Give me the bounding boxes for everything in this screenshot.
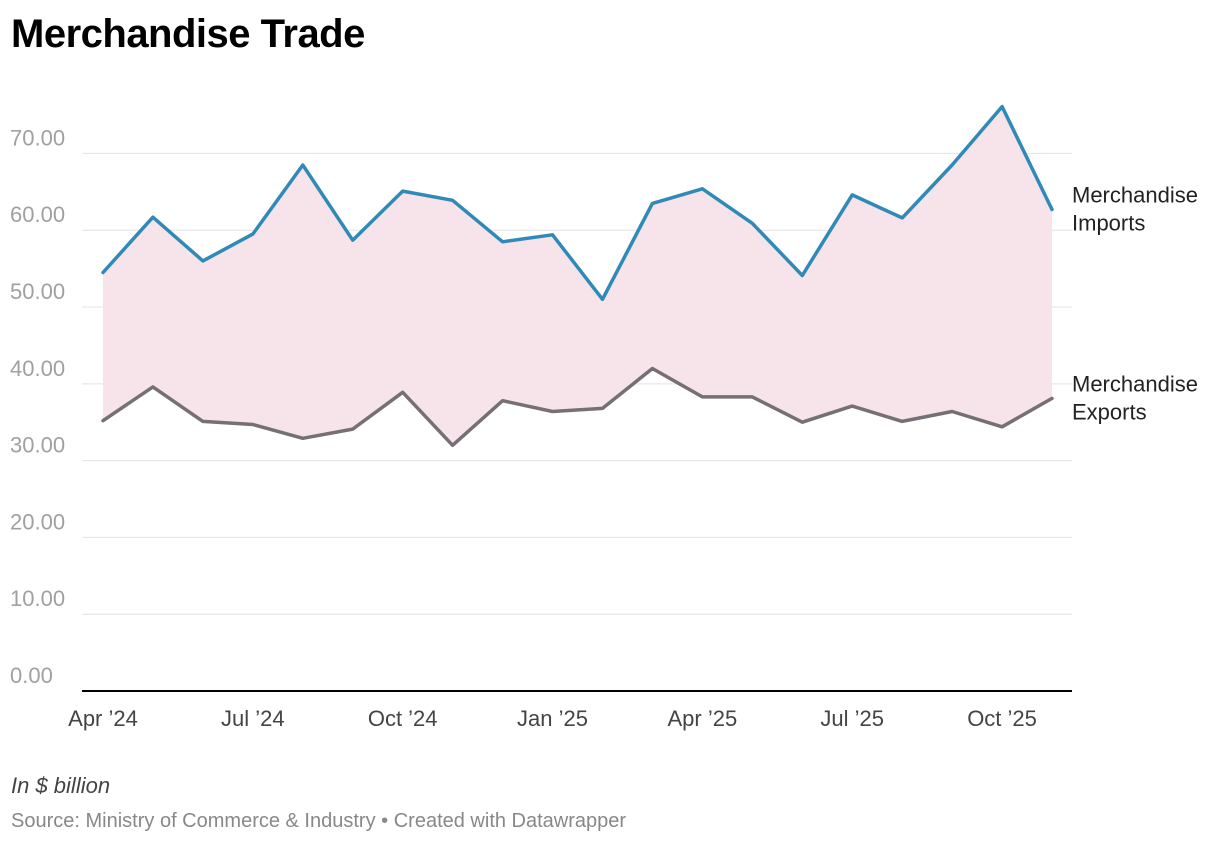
x-tick-label: Oct ’24 [368,706,438,731]
series-lines [101,104,1054,448]
source-separator: • [381,810,389,832]
y-tick-label: 70.00 [10,125,65,150]
y-tick-label: 0.00 [10,663,53,688]
exports-series-label: Merchandise Exports [1072,371,1198,424]
imports-series-label: Merchandise Imports [1072,182,1198,235]
source-label: Source: [11,810,80,832]
x-tick-label: Apr ’24 [68,706,138,731]
x-tick-label: Jul ’25 [820,706,884,731]
series-label-line: Merchandise [1072,182,1198,207]
x-tick-label: Oct ’25 [967,706,1037,731]
x-axis-ticks: Apr ’24 Jul ’24 Oct ’24 Jan ’25 Apr ’25 Jul ’… [68,706,1037,731]
y-tick-label: 40.00 [10,356,65,381]
trade-gap-area [103,106,1052,446]
y-tick-label: 60.00 [10,202,65,227]
x-tick-label: Jan ’25 [517,706,588,731]
y-tick-label: 30.00 [10,433,65,458]
y-tick-label: 10.00 [10,586,65,611]
unit-note: In $ billion [11,773,111,798]
series-label-line: Exports [1072,399,1147,424]
imports-line [101,104,1054,302]
y-tick-label: 50.00 [10,279,65,304]
x-tick-label: Jul ’24 [221,706,285,731]
y-axis-ticks: 0.00 10.00 20.00 30.00 40.00 50.00 60.00 70.00 [10,125,65,688]
credit: Created with Datawrapper [393,810,627,832]
series-labels: Merchandise Imports Merchandise Exports [1072,182,1198,424]
source-line: Source: Ministry of Commerce & Industry … [11,810,626,833]
exports-line [101,366,1054,448]
x-tick-label: Apr ’25 [668,706,738,731]
source-name: Ministry of Commerce & Industry [85,810,376,832]
series-label-line: Imports [1072,210,1145,235]
y-tick-label: 20.00 [10,509,65,534]
series-label-line: Merchandise [1072,371,1198,396]
chart-title: Merchandise Trade [11,12,365,56]
